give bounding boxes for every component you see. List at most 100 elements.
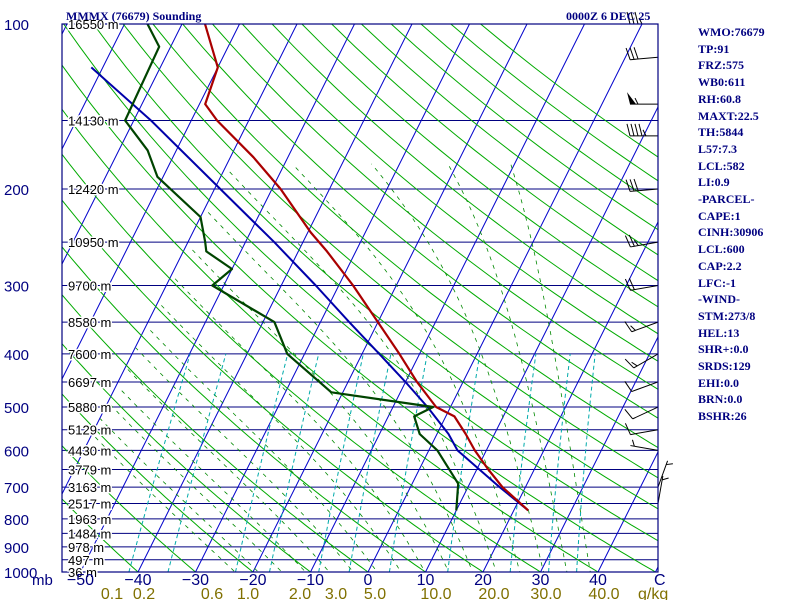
stat-line: LFC:-1 <box>698 275 736 290</box>
stat-line: CINH:30906 <box>698 225 764 240</box>
wind-barb-feather <box>629 179 635 192</box>
wind-barb-flag <box>627 92 636 105</box>
isotherm-line <box>482 220 658 572</box>
moist-adiabat-line <box>107 401 283 572</box>
dry-adiabat-line <box>241 24 658 362</box>
mixing-ratio-line <box>447 353 481 572</box>
wind-barb-feather <box>634 123 639 136</box>
wind-barb-feather <box>624 408 634 420</box>
mixing-ratio-tick-label: 3.0 <box>325 586 347 600</box>
dewpoint-trace <box>123 24 460 511</box>
wind-barb-staff <box>633 353 659 369</box>
wind-barb-half-feather <box>631 439 635 447</box>
stat-line: LCL:600 <box>698 242 745 257</box>
isotherm-line <box>62 24 125 151</box>
wind-barb <box>626 123 658 137</box>
mixing-ratio-tick-label: 20.0 <box>478 586 509 600</box>
dry-adiabat-line <box>62 498 139 572</box>
mixing-ratio-tick-label: 10.0 <box>420 586 451 600</box>
stat-line: BRN:0.0 <box>698 392 743 407</box>
wind-barb-staff <box>630 429 659 436</box>
stat-line: WMO:76679 <box>698 25 765 39</box>
moist-adiabat-line <box>91 433 236 572</box>
wind-barb-half-feather <box>630 325 636 331</box>
wind-barb-staff <box>630 445 659 451</box>
mixing-ratio-tick-label: 5.0 <box>364 586 386 600</box>
mixing-ratio-line <box>348 353 392 572</box>
height-label: 5129 m <box>68 423 111 438</box>
dry-adiabat-line <box>122 24 658 479</box>
mixing-ratio-line <box>576 353 596 572</box>
height-label: 12420 m <box>68 182 119 197</box>
mb-unit-label: mb <box>32 572 53 589</box>
stat-line: TH:5844 <box>698 125 744 140</box>
wind-barb-feather <box>626 11 631 25</box>
wind-barb-feather <box>633 178 639 191</box>
stat-line: RH:60.8 <box>698 91 741 106</box>
height-label: 4430 m <box>68 443 111 458</box>
wind-barb-staff <box>631 381 659 393</box>
isotherm-line <box>62 24 183 266</box>
stat-line: L57:7.3 <box>698 141 737 156</box>
wind-barb <box>625 178 659 192</box>
moist-adiabat-line <box>292 163 521 572</box>
isotherm-line <box>80 24 355 572</box>
mixing-ratio-line <box>388 353 428 572</box>
dry-adiabat-line <box>301 24 658 308</box>
moist-adiabat-line <box>207 211 474 572</box>
isotherm-line <box>252 24 528 572</box>
height-label: 14130 m <box>68 113 119 128</box>
wind-barb-feather <box>624 423 631 435</box>
pressure-tick-label: 300 <box>4 278 29 295</box>
wind-barb-feather <box>624 381 633 392</box>
mixing-ratio-line <box>548 353 571 572</box>
wind-barb <box>657 460 673 488</box>
wind-barb-half-feather <box>638 17 643 25</box>
height-label: 7600 m <box>68 347 111 362</box>
height-label: 10950 m <box>68 235 119 250</box>
stat-line: STM:273/8 <box>698 308 756 323</box>
mixing-ratio-tick-label: 40.0 <box>588 586 619 600</box>
wind-barb-staff <box>630 188 659 192</box>
isotherm-line <box>367 24 643 572</box>
wind-barb-half-feather <box>642 129 647 137</box>
wind-barb-feather <box>630 123 635 136</box>
wind-barb <box>624 353 659 369</box>
wind-barb-feather <box>630 11 635 25</box>
dry-adiabat-line <box>62 108 599 572</box>
temperature-tick-label: 40 <box>589 572 607 589</box>
wind-barb <box>624 423 659 436</box>
pressure-tick-label: 500 <box>4 400 29 417</box>
isotherm-line <box>195 24 470 572</box>
stat-line: TP:91 <box>698 41 730 56</box>
height-label: 36 m <box>68 565 97 580</box>
pressure-tick-label: 1000 <box>4 565 37 582</box>
dry-adiabat-line <box>62 199 484 572</box>
temperature-tick-label: 20 <box>474 572 492 589</box>
wind-barb-staff <box>632 406 659 420</box>
wind-barb-staff <box>630 56 659 61</box>
dry-adiabat-line <box>331 24 658 282</box>
isotherm-line <box>597 450 658 572</box>
mixing-ratio-tick-label: 30.0 <box>530 586 561 600</box>
stat-line: BSHR:26 <box>698 409 747 424</box>
grid-layer <box>62 24 658 572</box>
isotherm-line <box>310 24 585 572</box>
stat-line: LCL:582 <box>698 158 745 173</box>
dry-adiabat-line <box>62 246 426 572</box>
wind-barb-staff <box>657 475 664 504</box>
mixing-ratio-unit-label: g/kg <box>638 586 668 600</box>
wind-barb <box>624 406 659 420</box>
dry-adiabat-line <box>62 445 196 572</box>
temperature-tick-label: −20 <box>239 572 266 589</box>
profiles-layer <box>90 24 529 512</box>
wind-barb-feather <box>633 47 639 60</box>
wind-barb-half-feather <box>662 477 669 481</box>
wind-barb-feather <box>624 321 633 333</box>
wind-barb-feather <box>628 278 635 290</box>
stat-line: LI:0.9 <box>698 175 730 190</box>
dry-adiabat-line <box>62 64 656 572</box>
height-label: 9700 m <box>68 278 111 293</box>
height-label: 3779 m <box>68 462 111 477</box>
